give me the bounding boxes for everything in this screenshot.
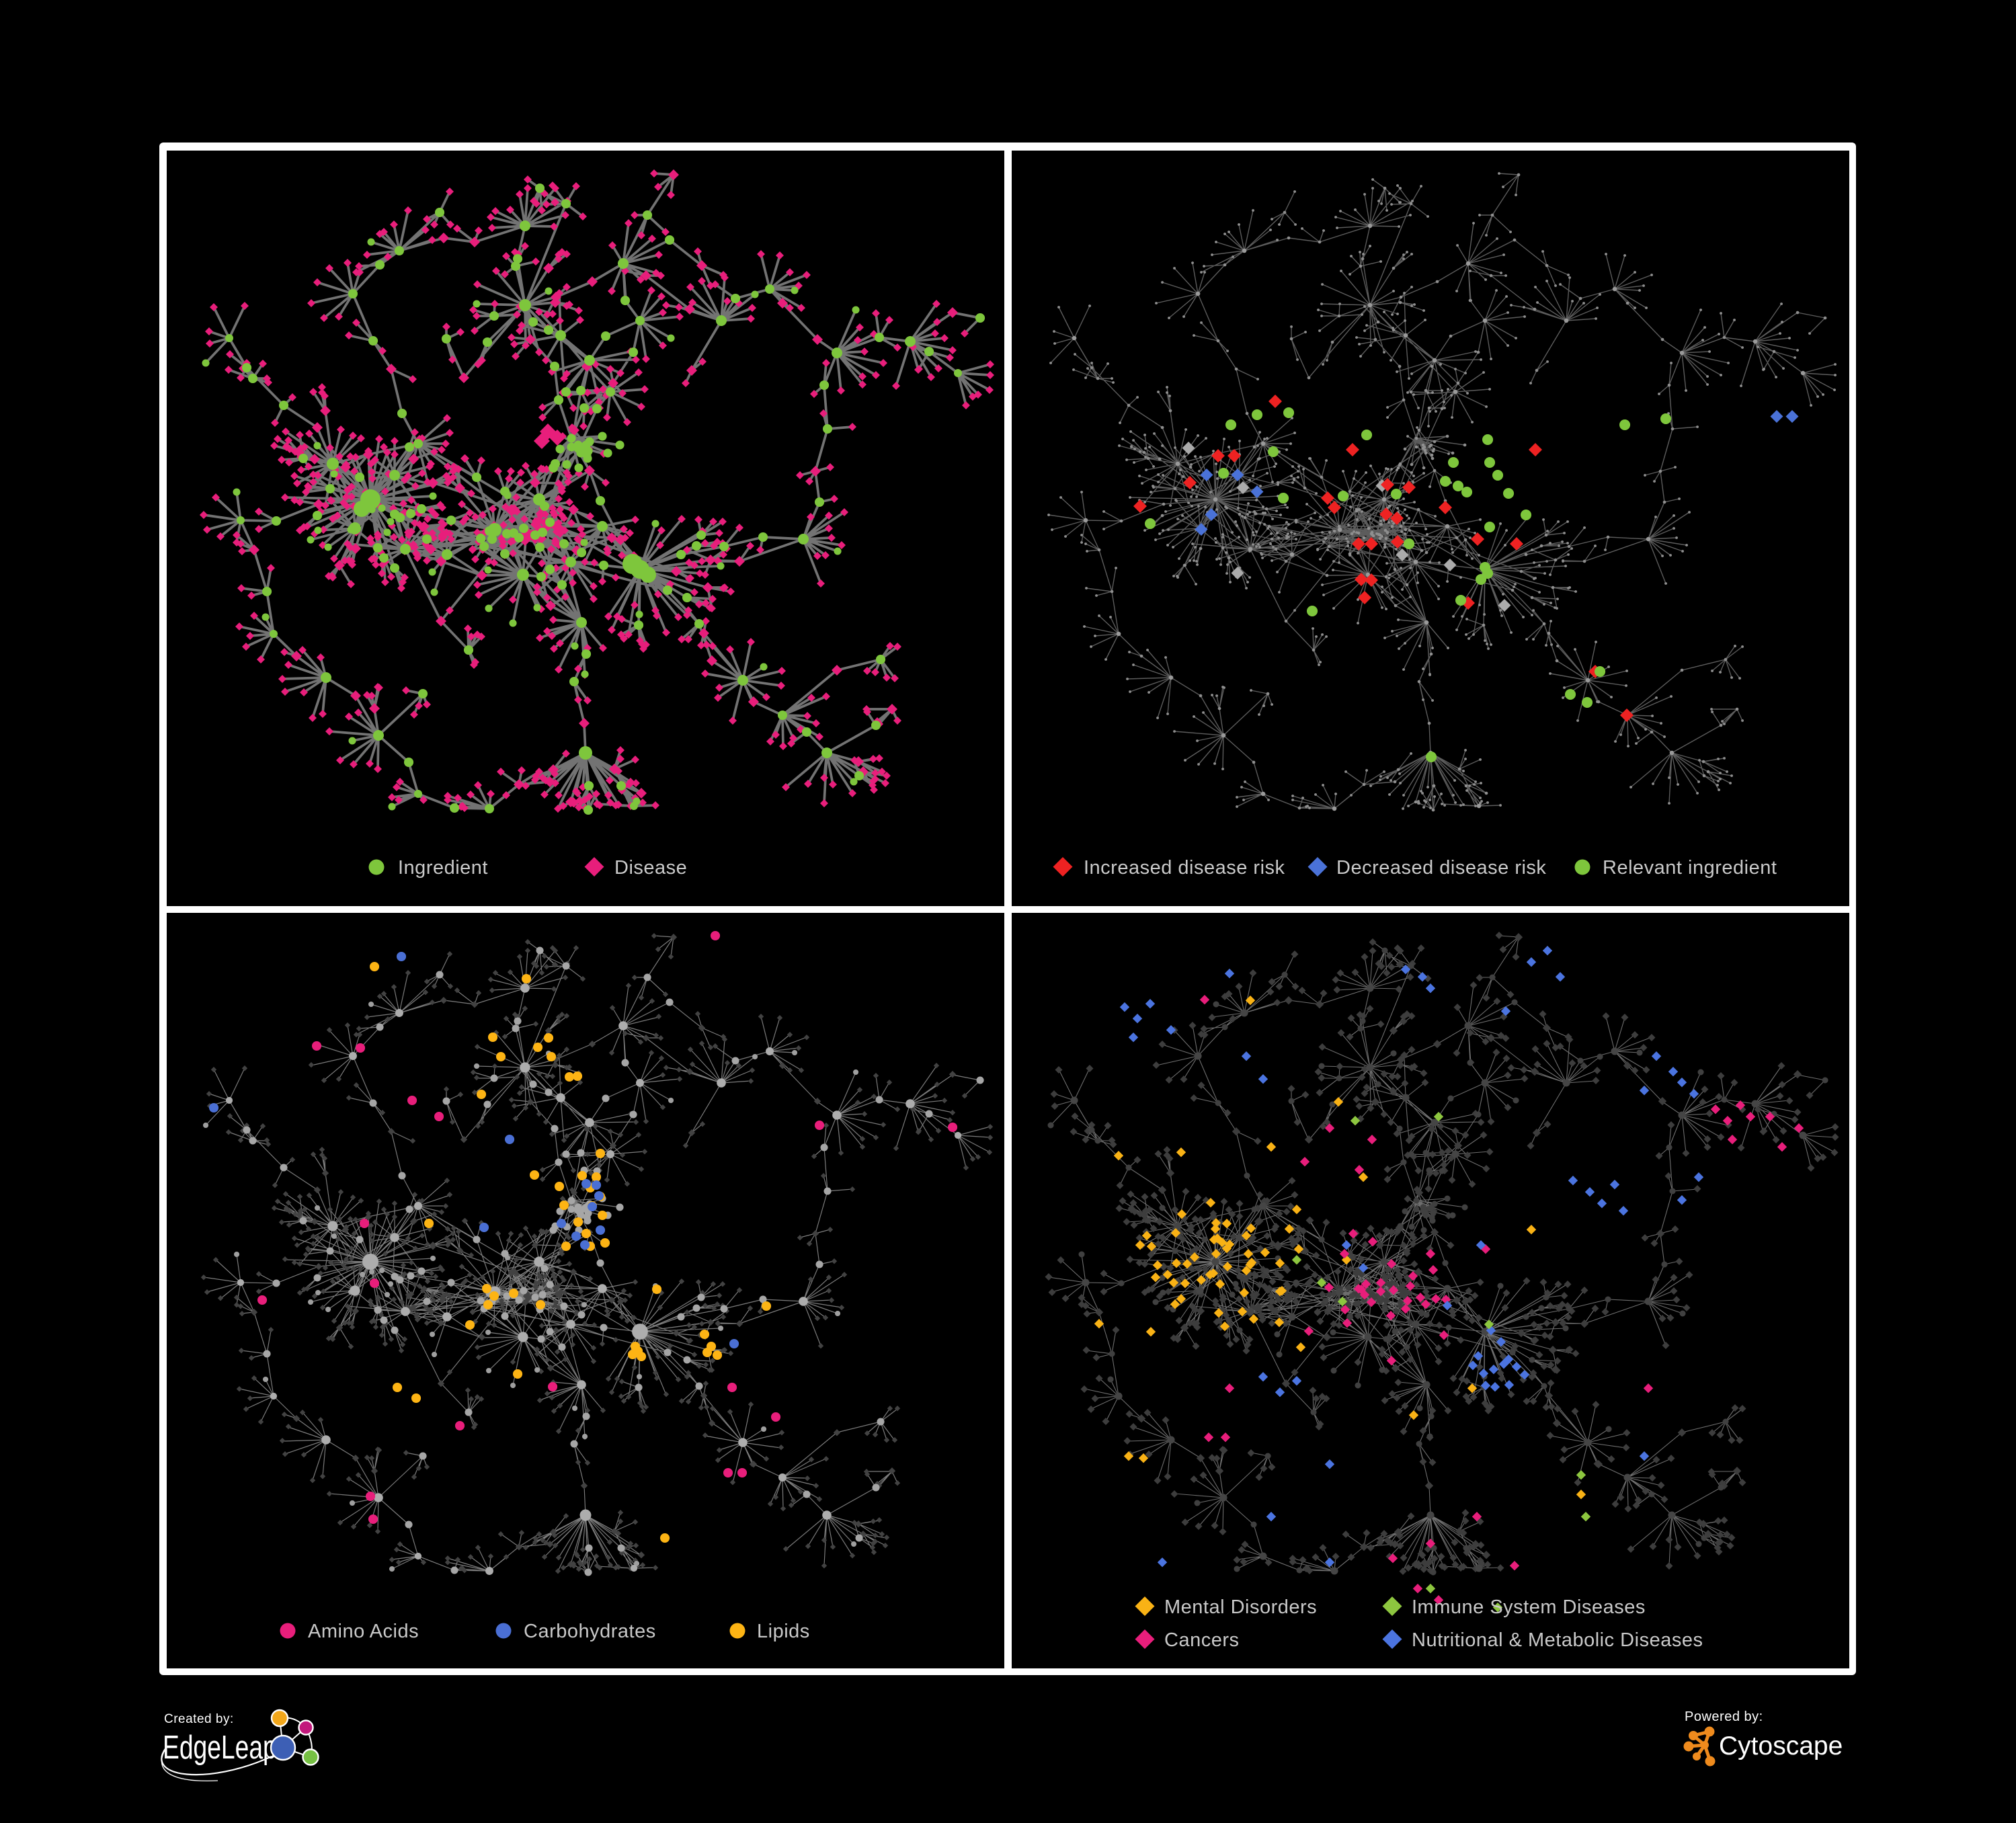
svg-text:Cancers: Cancers (1164, 1629, 1240, 1651)
svg-text:Nutritional & Metabolic Diseas: Nutritional & Metabolic Diseases (1412, 1629, 1703, 1651)
svg-text:Ingredient: Ingredient (398, 857, 488, 879)
svg-text:Cytoscape: Cytoscape (1719, 1732, 1843, 1760)
svg-text:Lipids: Lipids (757, 1621, 810, 1642)
svg-text:Immune System Diseases: Immune System Diseases (1412, 1596, 1646, 1618)
svg-text:Carbohydrates: Carbohydrates (524, 1621, 656, 1642)
svg-text:Disease: Disease (614, 857, 687, 879)
svg-text:Decreased disease risk: Decreased disease risk (1336, 857, 1546, 879)
svg-text:Relevant ingredient: Relevant ingredient (1603, 857, 1777, 879)
svg-text:Powered by:: Powered by: (1685, 1709, 1763, 1724)
svg-text:Amino Acids: Amino Acids (308, 1621, 419, 1642)
svg-text:EdgeLeap: EdgeLeap (163, 1730, 277, 1766)
svg-text:Increased disease risk: Increased disease risk (1084, 857, 1285, 879)
svg-text:Mental Disorders: Mental Disorders (1164, 1596, 1317, 1618)
svg-text:Created by:: Created by: (164, 1712, 234, 1726)
